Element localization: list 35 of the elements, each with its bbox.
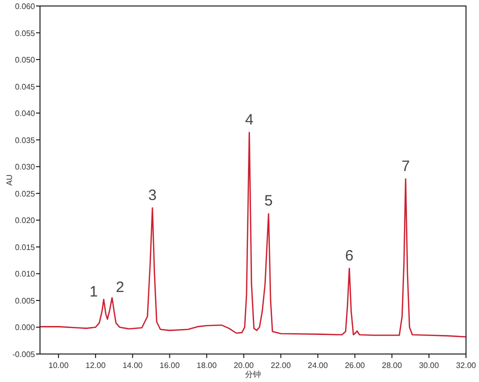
annotation: 5: [264, 192, 273, 210]
annotation: 2: [116, 278, 124, 296]
y-tick-label: 0.060: [14, 2, 36, 11]
x-tick-label: 14.00: [122, 361, 144, 370]
x-tick-label: 26.00: [344, 361, 366, 370]
annotation: 1: [90, 283, 98, 300]
y-tick-label: 0.040: [14, 109, 36, 118]
annotation: 4: [245, 111, 254, 128]
y-tick-label: 0.005: [14, 296, 36, 306]
x-tick-label: 24.00: [308, 361, 328, 370]
x-tick-label: 28.00: [382, 361, 402, 370]
x-tick-label: 10.00: [48, 361, 70, 370]
x-axis-title: 分钟: [245, 370, 261, 379]
y-tick-label: 0.015: [14, 242, 36, 252]
y-tick-label: 0.055: [14, 28, 36, 38]
x-tick-label: 22.00: [270, 361, 292, 370]
x-tick-label: 20.00: [234, 361, 254, 370]
annotation: 6: [345, 247, 354, 264]
x-tick-label: 18.00: [196, 361, 218, 370]
y-tick-label: 0.000: [14, 323, 36, 332]
y-tick-label: 0.025: [14, 189, 36, 198]
y-tick-label: 0.010: [14, 270, 36, 279]
x-tick-label: 30.00: [418, 361, 440, 370]
y-tick-label: 0.030: [14, 162, 36, 172]
y-tick-label: 0.035: [14, 136, 36, 145]
x-tick-label: 32.00: [456, 361, 477, 370]
annotation: 3: [148, 186, 157, 204]
x-tick-label: 12.00: [86, 361, 106, 370]
y-tick-label: 0.045: [14, 82, 36, 92]
y-tick-label: 0.020: [14, 216, 36, 226]
annotation: 7: [401, 158, 410, 175]
x-tick-label: 16.00: [160, 361, 180, 370]
y-axis-title: AU: [5, 174, 14, 186]
y-tick-label: 0.050: [14, 56, 36, 65]
y-tick-label: -0.005: [12, 350, 36, 359]
